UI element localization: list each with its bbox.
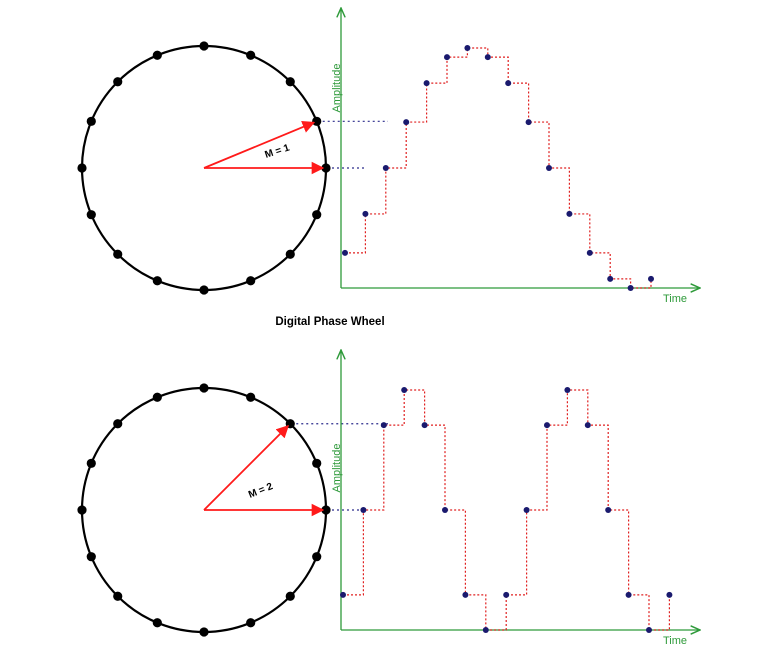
wheel-point [285, 591, 295, 601]
phase-arrow-step [203, 120, 316, 169]
sample-point [646, 627, 652, 633]
sample-point [505, 80, 512, 87]
wheel-point [86, 210, 96, 220]
wheel-point [199, 285, 209, 295]
phase-wheel-top [77, 41, 331, 295]
arrows-bottom [203, 424, 325, 517]
samples-bottom [340, 387, 673, 633]
wheel-point [199, 627, 209, 637]
axes-top: Amplitude Time [331, 8, 700, 305]
wheel-point [285, 77, 295, 87]
sample-point [523, 507, 530, 513]
sample-point [564, 387, 571, 393]
sample-point [482, 627, 489, 633]
wheel-point [113, 77, 123, 87]
wheel-point [246, 50, 256, 60]
staircase-path [345, 47, 652, 289]
wheel-point [199, 383, 209, 393]
diagram-title: Digital Phase Wheel [275, 316, 384, 328]
sample-point [625, 591, 632, 598]
y-axis-label-top: Amplitude [331, 64, 343, 113]
wheel-point [113, 249, 123, 259]
wheel-point [113, 419, 123, 429]
sample-point [566, 210, 573, 217]
wheel-point [152, 618, 162, 628]
arrows-top [203, 120, 325, 175]
m-label-top: M = 1 [264, 142, 292, 160]
sample-point [360, 507, 367, 513]
wheel-point [77, 505, 87, 515]
sample-point [362, 210, 369, 217]
wheel-point [152, 276, 162, 286]
sample-point [503, 591, 510, 598]
sample-point [584, 422, 591, 429]
sample-point [484, 54, 491, 61]
sample-point [340, 591, 346, 598]
sample-point [605, 507, 612, 513]
sample-point [607, 275, 614, 282]
sample-point [444, 54, 450, 61]
wheel-point [86, 116, 96, 126]
x-axis-label-bottom: Time [663, 635, 687, 647]
sample-point [423, 80, 430, 87]
wheel-point [246, 392, 256, 402]
x-axis-label-top: Time [663, 293, 687, 305]
wheel-point [86, 458, 96, 468]
samples-top [342, 45, 654, 291]
sample-point [342, 249, 348, 256]
sample-point [421, 422, 428, 429]
wheel-point [77, 163, 87, 173]
wheel-point [285, 249, 295, 259]
sample-point [380, 422, 387, 429]
sample-point [382, 165, 389, 171]
sample-point [666, 591, 673, 598]
panel-top: M = 1 Amplitude Time [77, 8, 700, 305]
sample-point [464, 45, 471, 51]
wheel-point [246, 276, 256, 286]
wheel-point [152, 392, 162, 402]
wheel-point [312, 458, 322, 468]
phase-arrow-step [203, 424, 290, 511]
wheel-point [86, 552, 96, 562]
sample-point [648, 275, 654, 282]
y-axis-label-bottom: Amplitude [331, 444, 343, 493]
sample-point [462, 591, 469, 598]
sample-point [401, 387, 408, 393]
sample-point [544, 422, 550, 429]
sample-point [586, 249, 593, 256]
m-label-bottom: M = 2 [247, 481, 275, 501]
guide-lines-bottom [296, 423, 388, 511]
wheel-point [199, 41, 209, 51]
guide-lines-top [322, 120, 388, 169]
sample-point [525, 119, 532, 126]
axes-bottom: Amplitude Time [331, 350, 700, 647]
sample-point [403, 119, 410, 126]
wheel-point [113, 591, 123, 601]
sample-point [546, 165, 552, 171]
sample-point [442, 507, 448, 513]
sample-point [627, 285, 634, 291]
staircase-top [345, 47, 652, 289]
wheel-point [312, 116, 322, 126]
wheel-point [312, 552, 322, 562]
wheel-point [312, 210, 322, 220]
panel-bottom: M = 2 Amplitude Time [77, 350, 700, 647]
wheel-point [152, 50, 162, 60]
wheel-point [246, 618, 256, 628]
